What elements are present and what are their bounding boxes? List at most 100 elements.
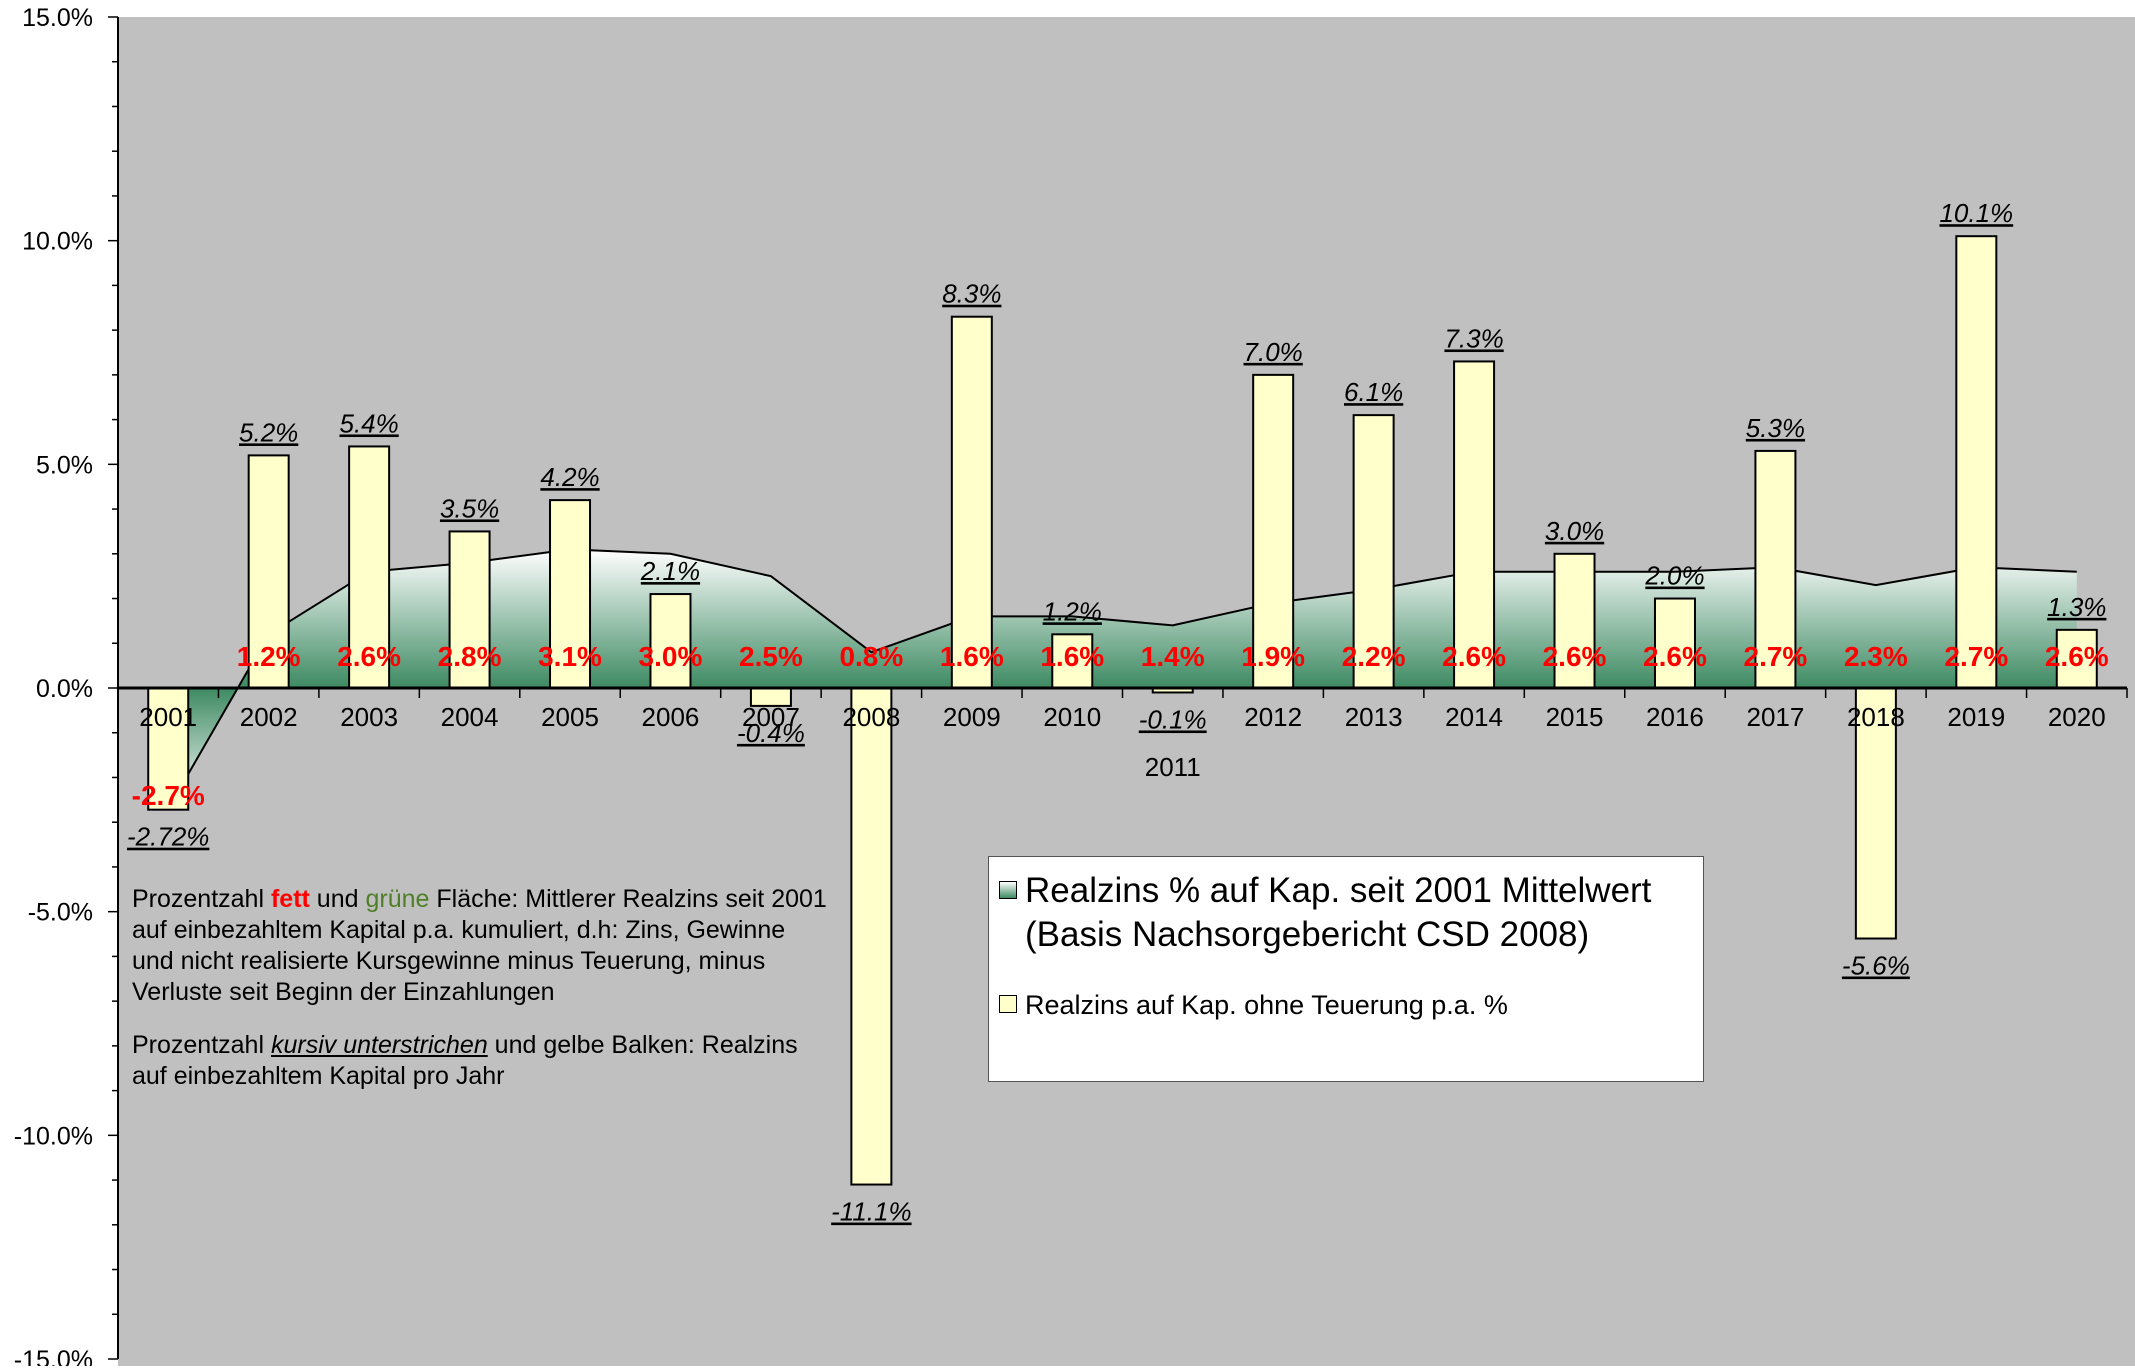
bar-value-label: -5.6% bbox=[1842, 951, 1910, 981]
bar-value-label: -2.72% bbox=[127, 822, 209, 852]
bar-2014 bbox=[1453, 360, 1496, 689]
bar-2002 bbox=[247, 454, 290, 689]
y-tick-label: -10.0% bbox=[14, 1122, 93, 1150]
legend-label: Realzins auf Kap. ohne Teuerung p.a. % bbox=[1025, 990, 1508, 1020]
bar-value-label: 8.3% bbox=[942, 279, 1001, 309]
note-text: Fläche: Mittlerer Realzins seit 2001 auf… bbox=[132, 885, 827, 1006]
bar-value-label: 7.0% bbox=[1244, 337, 1303, 367]
y-tick-label: 10.0% bbox=[22, 228, 93, 256]
y-tick-label: 5.0% bbox=[36, 451, 93, 479]
average-value-label: 2.6% bbox=[2045, 641, 2109, 672]
average-value-label: 2.6% bbox=[1543, 641, 1607, 672]
bar-value-label: 1.3% bbox=[2047, 592, 2106, 622]
average-value-label: 1.4% bbox=[1141, 641, 1205, 672]
y-tick-label: -15.0% bbox=[14, 1346, 93, 1366]
average-value-label: 3.1% bbox=[538, 641, 602, 672]
legend-entry-average: Realzins % auf Kap. seit 2001 Mittelwert… bbox=[999, 869, 1705, 957]
note-text: und bbox=[309, 885, 366, 913]
x-tick-label: 2013 bbox=[1345, 702, 1403, 732]
bar-2008 bbox=[850, 687, 893, 1186]
average-value-label: 2.7% bbox=[1944, 641, 2008, 672]
bar-2015 bbox=[1553, 552, 1596, 689]
bar-value-label: 3.5% bbox=[440, 493, 499, 523]
average-value-label: 2.5% bbox=[739, 641, 803, 672]
bar-value-label: 2.0% bbox=[1644, 561, 1704, 591]
x-tick-label: 2006 bbox=[642, 702, 700, 732]
average-value-label: 2.6% bbox=[1442, 641, 1506, 672]
x-tick-label: 2011 bbox=[1145, 752, 1201, 782]
bar-value-label: 3.0% bbox=[1545, 516, 1604, 546]
x-tick-label: 2008 bbox=[842, 702, 900, 732]
x-tick-label: 2018 bbox=[1847, 702, 1905, 732]
x-tick-label: 2003 bbox=[340, 702, 398, 732]
bar-2005 bbox=[549, 499, 592, 689]
note-paragraph-1: Prozentzahl fett und grüne Fläche: Mittl… bbox=[132, 884, 832, 1008]
bar-value-label: -0.4% bbox=[737, 718, 805, 748]
bar-2013 bbox=[1352, 414, 1395, 689]
average-value-label: 0.8% bbox=[839, 641, 903, 672]
x-tick-label: 2017 bbox=[1747, 702, 1805, 732]
legend-entry-annual: Realzins auf Kap. ohne Teuerung p.a. % bbox=[999, 989, 1508, 1021]
average-value-label: 1.6% bbox=[1040, 641, 1104, 672]
average-value-label: 3.0% bbox=[639, 641, 703, 672]
plot-area bbox=[118, 17, 2135, 1366]
x-tick-label: 2010 bbox=[1043, 702, 1101, 732]
average-value-label: 2.2% bbox=[1342, 641, 1406, 672]
bar-value-label: 5.4% bbox=[339, 408, 398, 438]
bar-2009 bbox=[950, 315, 993, 689]
bar-2012 bbox=[1252, 373, 1295, 689]
x-tick-label: 2005 bbox=[541, 702, 599, 732]
bar-value-label: 5.3% bbox=[1746, 413, 1805, 443]
area-fill-positive bbox=[237, 549, 2077, 688]
average-value-label: -2.7% bbox=[132, 780, 205, 811]
average-value-label: 2.8% bbox=[438, 641, 502, 672]
average-value-label: 2.3% bbox=[1844, 641, 1908, 672]
x-tick-label: 2014 bbox=[1445, 702, 1503, 732]
legend-swatch-bar bbox=[999, 995, 1017, 1013]
average-value-label: 1.6% bbox=[940, 641, 1004, 672]
average-value-label: 1.2% bbox=[237, 641, 301, 672]
y-tick-label: 0.0% bbox=[36, 675, 93, 703]
average-value-label: 2.6% bbox=[1643, 641, 1707, 672]
legend-label: Realzins % auf Kap. seit 2001 Mittelwert… bbox=[1025, 871, 1652, 954]
average-value-label: 2.7% bbox=[1744, 641, 1808, 672]
note-text: Prozentzahl bbox=[132, 885, 271, 913]
bar-value-label: 10.1% bbox=[1939, 198, 2013, 228]
x-tick-label: 2019 bbox=[1947, 702, 2005, 732]
bar-2010 bbox=[1051, 633, 1094, 690]
note-kursiv: kursiv unterstrichen bbox=[270, 1031, 488, 1059]
bar-value-label: 4.2% bbox=[540, 462, 599, 492]
note-gruene: grüne bbox=[365, 885, 430, 913]
note-text: Prozentzahl bbox=[132, 1031, 271, 1059]
bar-2016 bbox=[1653, 597, 1696, 689]
x-tick-label: 2001 bbox=[139, 702, 197, 732]
bar-value-label: 1.2% bbox=[1043, 596, 1102, 626]
note-text: und gelbe Balken: Realzins auf einbezahl… bbox=[132, 1031, 798, 1090]
x-tick-label: 2007 bbox=[742, 702, 800, 732]
x-tick-label: 2020 bbox=[2048, 702, 2106, 732]
annotation-note: Prozentzahl fett und grüne Fläche: Mittl… bbox=[132, 884, 832, 1114]
bar-value-label: -11.1% bbox=[831, 1197, 911, 1227]
bar-value-label: 7.3% bbox=[1444, 323, 1503, 353]
y-tick-label: -5.0% bbox=[28, 899, 93, 927]
bar-value-label: -0.1% bbox=[1139, 704, 1207, 734]
average-value-label: 2.6% bbox=[337, 641, 401, 672]
x-tick-label: 2016 bbox=[1646, 702, 1704, 732]
x-tick-label: 2002 bbox=[240, 702, 298, 732]
bar-value-label: 5.2% bbox=[239, 417, 298, 447]
bar-2001 bbox=[147, 687, 190, 811]
y-tick-label: 15.0% bbox=[22, 4, 93, 32]
legend-swatch-area bbox=[999, 881, 1017, 899]
x-tick-label: 2012 bbox=[1244, 702, 1302, 732]
bar-value-label: 2.1% bbox=[640, 556, 700, 586]
bar-value-label: 6.1% bbox=[1344, 377, 1403, 407]
legend: Realzins % auf Kap. seit 2001 Mittelwert… bbox=[988, 856, 1704, 1082]
x-tick-label: 2015 bbox=[1546, 702, 1604, 732]
bar-2004 bbox=[448, 530, 491, 690]
note-fett: fett bbox=[270, 885, 310, 913]
average-value-label: 1.9% bbox=[1241, 641, 1305, 672]
x-tick-label: 2004 bbox=[441, 702, 499, 732]
x-tick-label: 2009 bbox=[943, 702, 1001, 732]
